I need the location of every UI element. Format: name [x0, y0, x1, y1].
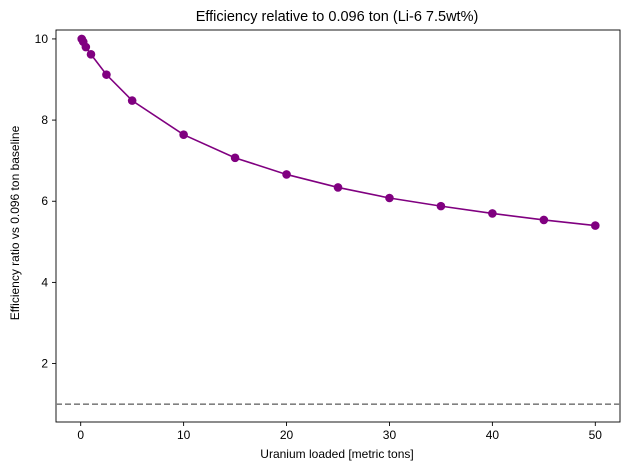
data-point — [488, 209, 497, 218]
x-axis-label: Uranium loaded [metric tons] — [260, 447, 413, 461]
y-tick-label: 10 — [35, 32, 49, 46]
data-point — [230, 153, 240, 163]
data-point — [436, 201, 446, 211]
x-tick-label: 20 — [280, 428, 294, 442]
y-tick-label: 8 — [41, 113, 48, 127]
data-point — [81, 42, 91, 52]
data-point — [127, 96, 137, 105]
data-point — [539, 215, 549, 225]
chart-title: Efficiency relative to 0.096 ton (Li-6 7… — [196, 9, 479, 25]
x-tick-label: 30 — [383, 428, 397, 442]
data-point — [102, 70, 111, 79]
x-tick-label: 0 — [77, 428, 84, 442]
data-point — [590, 221, 600, 230]
x-axis: 0 10 20 30 40 50 — [77, 422, 602, 442]
series-layer — [77, 34, 600, 230]
data-point — [179, 130, 188, 139]
data-point — [86, 50, 96, 59]
y-axis-label: Efficiency ratio vs 0.096 ton baseline — [8, 125, 22, 320]
y-tick-label: 4 — [41, 275, 48, 289]
x-tick-label: 50 — [589, 428, 603, 442]
y-axis: 2 4 6 8 10 — [35, 32, 56, 371]
x-tick-label: 10 — [177, 428, 191, 442]
x-tick-label: 40 — [486, 428, 500, 442]
data-point — [385, 193, 394, 203]
y-tick-label: 2 — [41, 357, 48, 371]
data-point — [333, 183, 343, 192]
data-point — [282, 170, 291, 179]
y-tick-label: 6 — [41, 194, 48, 208]
plot-area — [55, 29, 621, 423]
